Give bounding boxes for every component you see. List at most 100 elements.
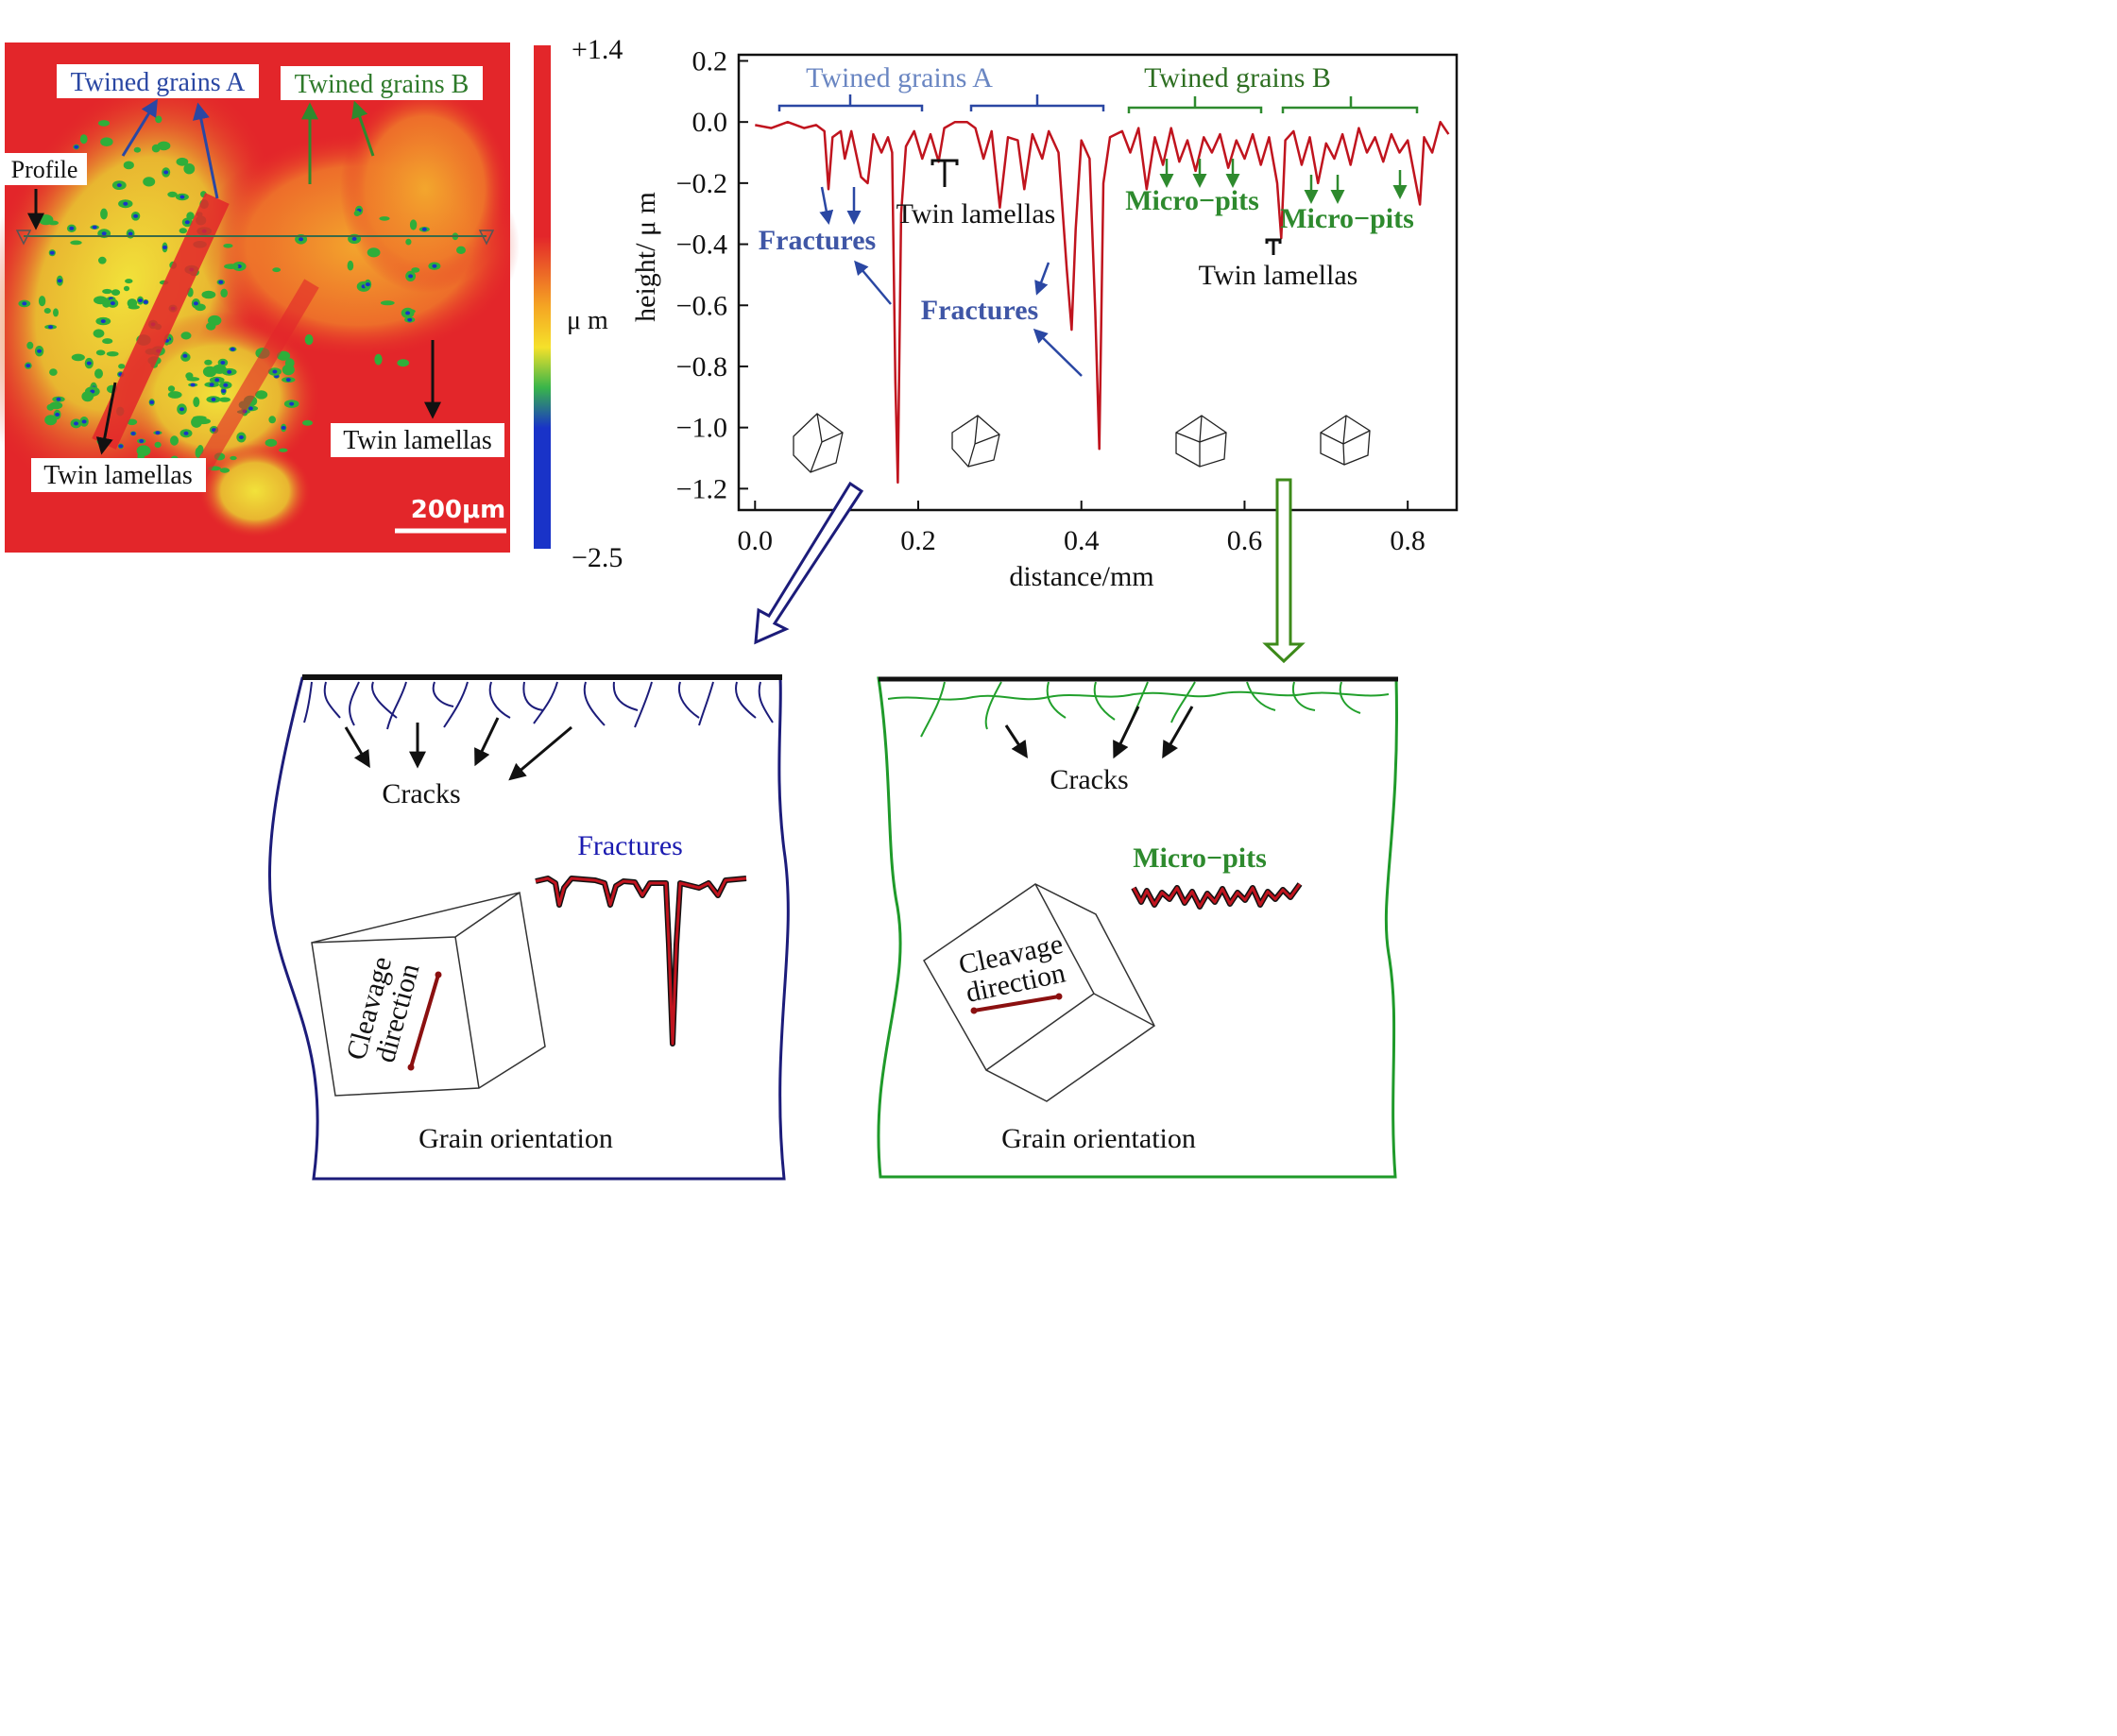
x-tick-label: 0.2 — [900, 525, 936, 556]
crack-arrow — [1004, 724, 1028, 759]
map-label-twined-a: Twined grains A — [71, 68, 246, 97]
surface-pit — [102, 338, 113, 345]
grain-cube-left — [311, 892, 546, 1097]
crack-arrow — [344, 726, 370, 769]
fracture-arrow — [819, 186, 834, 225]
surface-pit-core — [138, 298, 143, 303]
label-box — [31, 458, 206, 492]
surface-pit — [111, 289, 121, 296]
surface-pit — [53, 308, 59, 317]
y-tick-label: 0.0 — [692, 107, 728, 138]
cleavage-end-dot — [435, 971, 442, 979]
surface-pit-core — [182, 353, 188, 358]
x-axis-label: distance/mm — [1009, 561, 1153, 592]
twin-marker — [1265, 238, 1282, 255]
surface-pit — [212, 364, 227, 374]
cleavage-end-dot — [1055, 993, 1063, 1000]
surface-pit — [180, 332, 192, 340]
surface-pit-core — [162, 245, 167, 249]
orientation-cube-3 — [1175, 415, 1227, 468]
surface-pit — [143, 177, 156, 187]
surface-pit-core — [365, 282, 370, 287]
cracks-label: Cracks — [382, 778, 460, 809]
surface-pit-core — [92, 225, 97, 230]
fracture-arrow — [854, 260, 892, 305]
map-arrow-twin-left — [95, 382, 117, 455]
surface-pit — [167, 391, 182, 399]
surface-pit — [127, 298, 138, 308]
surface-pit-core — [74, 421, 78, 426]
profile-chart: 0.0 0.2 0.4 0.6 0.8 0.2 0.0 −0.2 −0.4 −0.6 −0.8 −1… — [630, 45, 1459, 592]
map-label-twined-b: Twined grains B — [295, 70, 469, 99]
surface-pit-core — [299, 237, 304, 242]
y-axis: 0.2 0.0 −0.2 −0.4 −0.6 −0.8 −1.0 −1.2 — [676, 45, 748, 504]
crack-arrow — [508, 725, 572, 781]
surface-pit — [71, 353, 85, 362]
surface-pit — [98, 120, 110, 127]
surface-pit-core — [218, 280, 224, 284]
surface-pit — [157, 141, 171, 151]
map-arrow-a1 — [121, 98, 158, 157]
profile-series-line — [755, 120, 1450, 485]
cleavage-end-dot — [970, 1007, 978, 1014]
surface-pit-core — [57, 279, 62, 283]
surface-pit-core — [116, 183, 122, 188]
colorbar-min: −2.5 — [572, 542, 623, 573]
label-box — [331, 423, 504, 457]
x-tick-label: 0.6 — [1227, 525, 1263, 556]
twin-marker — [930, 159, 959, 187]
surface-pit — [79, 134, 88, 145]
surface-pit-core — [227, 369, 232, 374]
surface-pit — [170, 435, 179, 446]
panel-frame — [267, 676, 790, 1181]
surface-pit — [379, 216, 390, 221]
bracket-b1 — [1127, 96, 1263, 113]
surface-pit-core — [432, 264, 437, 268]
surface-pit — [167, 191, 178, 197]
profile-end-marker — [478, 230, 495, 246]
surface-pit — [46, 403, 55, 411]
surface-pit-core — [139, 439, 145, 443]
colorbar-max: +1.4 — [572, 34, 623, 65]
surface-pit-core — [223, 383, 229, 387]
panel-fractures: Cracks Fractures Cleavage direction Grai… — [267, 674, 790, 1181]
profile-start-marker — [15, 230, 32, 246]
surface-pit — [302, 419, 313, 426]
y-tick-label: −1.0 — [676, 413, 727, 444]
surface-pit — [380, 300, 395, 306]
surface-pit-core — [272, 369, 278, 374]
label-box — [57, 64, 259, 98]
scale-bar-label: 200μm — [411, 496, 506, 524]
surface-pit — [167, 385, 176, 392]
surface-pit-core — [74, 145, 79, 149]
cleavage-end-dot — [407, 1064, 415, 1071]
chart-label-twined-b: Twined grains B — [1144, 62, 1331, 94]
surface-pit-core — [22, 301, 27, 306]
surface-pit — [176, 157, 189, 166]
surface-pit — [125, 279, 133, 284]
surface-pit-core — [110, 301, 115, 306]
surface-pit — [26, 341, 34, 349]
surface-pit-core — [133, 213, 139, 218]
surface-pit-core — [55, 412, 60, 417]
crack-arrow — [474, 717, 500, 767]
surface-pit-core — [118, 444, 124, 449]
y-tick-label: −0.6 — [676, 290, 727, 321]
surface-pit — [224, 264, 239, 269]
connector-arrow-left — [754, 481, 864, 645]
surface-pit-core — [37, 349, 43, 353]
surface-pit — [405, 238, 412, 246]
surface-pit — [106, 351, 119, 357]
surface-pit-core — [193, 301, 198, 306]
surface-pit-core — [408, 274, 414, 279]
fracture-arrow — [1033, 328, 1083, 377]
surface-pit — [70, 240, 82, 246]
bracket-a2 — [969, 94, 1105, 111]
surface-pit-core — [209, 383, 214, 387]
surface-pit — [195, 447, 201, 458]
surface-pit-core — [238, 435, 244, 439]
chart-label-twin-2: Twin lamellas — [1199, 260, 1358, 291]
surface-pit — [220, 288, 228, 298]
surface-pit — [38, 296, 46, 307]
surface-pit — [367, 247, 381, 258]
